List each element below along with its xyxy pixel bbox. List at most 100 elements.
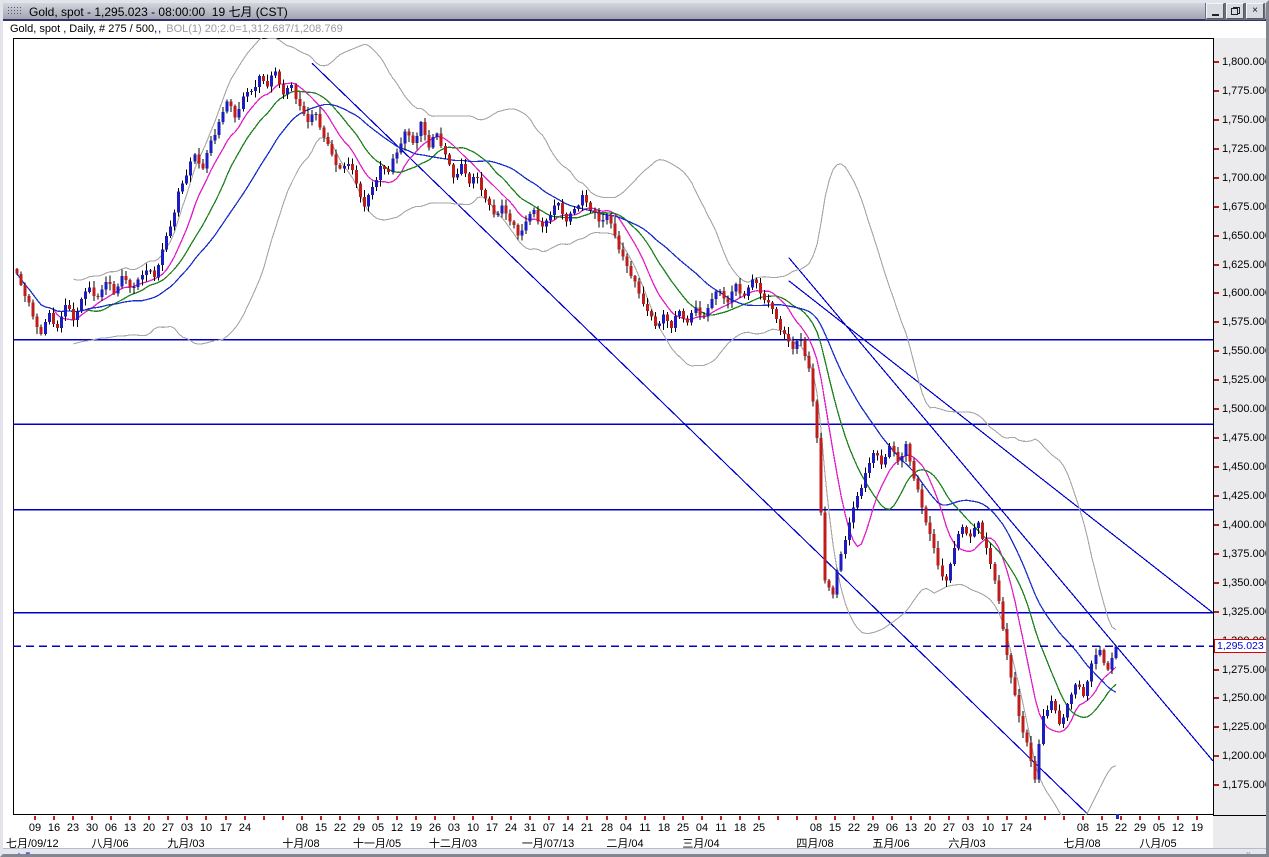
x-axis-tick (1082, 816, 1084, 820)
x-axis-tick (129, 816, 131, 820)
x-axis-tick (1025, 816, 1027, 820)
y-axis-label: 1,600.000 (1222, 287, 1269, 299)
x-axis-month-label: 十一月/05 (352, 838, 402, 850)
y-axis-tick (1214, 524, 1219, 526)
x-axis-tick (301, 816, 303, 820)
price-chart-svg[interactable] (13, 38, 1213, 815)
x-axis-day-label: 26 (428, 822, 442, 834)
y-axis-label: 1,625.000 (1222, 259, 1269, 271)
x-axis-tick (453, 816, 455, 820)
y-axis-label: 1,525.000 (1222, 374, 1269, 386)
x-axis-tick (663, 816, 665, 820)
x-axis-day-label: 04 (619, 822, 633, 834)
x-axis-day-label: 25 (752, 822, 766, 834)
x-axis-day-label: 22 (847, 822, 861, 834)
y-axis-label: 1,400.000 (1222, 519, 1269, 531)
x-axis-tick (72, 816, 74, 820)
minimize-icon (1211, 13, 1219, 16)
y-axis-label: 1,200.000 (1222, 750, 1269, 762)
y-axis-label: 1,175.000 (1222, 779, 1269, 791)
x-axis-tick (910, 816, 912, 820)
x-axis-tick (167, 816, 169, 820)
x-axis-day-label: 03 (180, 822, 194, 834)
scroll-spinner-icon[interactable]: ▲▼ (15, 850, 33, 857)
x-axis-month-label: 四月/08 (796, 838, 834, 850)
y-axis-tick (1214, 466, 1219, 468)
x-axis-tick (529, 816, 531, 820)
x-axis-day-label: 03 (447, 822, 461, 834)
chart-header: Gold, spot , Daily, # 275 / 500, , BOL(1… (3, 21, 1266, 37)
restore-button[interactable] (1225, 3, 1245, 20)
x-axis-month-label: 七月/08 (1063, 838, 1101, 850)
x-axis-tick (720, 816, 722, 820)
x-axis-day-label: 04 (695, 822, 709, 834)
y-axis-label: 1,450.000 (1222, 461, 1269, 473)
window-grip-icon (7, 6, 22, 16)
x-axis-day-label: 22 (333, 822, 347, 834)
x-axis-day-label: 13 (123, 822, 137, 834)
strip-close-icon[interactable]: x (1246, 849, 1251, 857)
x-axis-day-label: 03 (961, 822, 975, 834)
minimize-button[interactable] (1205, 3, 1225, 20)
y-axis-tick (1214, 611, 1219, 613)
x-axis-tick (205, 816, 207, 820)
x-axis-tick (834, 816, 836, 820)
title-bar[interactable]: Gold, spot - 1,295.023 - 08:00:00 19 七月 … (3, 3, 1266, 21)
y-axis-label: 1,700.000 (1222, 172, 1269, 184)
price-axis[interactable]: 1,800.000 1,775.000 1,750.000 1,725.000 1,70… (1213, 38, 1269, 816)
x-axis-day-label: 20 (142, 822, 156, 834)
time-axis[interactable]: 09 16 23 30 06 13 20 27 03 10 17 24 08 15 22 29 05 12 19 26… (6, 814, 1213, 850)
y-axis-label: 1,425.000 (1222, 490, 1269, 502)
x-axis-day-label: 24 (1019, 822, 1033, 834)
x-axis-day-label: 09 (28, 822, 42, 834)
x-axis-day-label: 28 (600, 822, 614, 834)
x-axis-day-label: 17 (1000, 822, 1014, 834)
y-axis-tick (1214, 755, 1219, 757)
x-axis-tick (53, 816, 55, 820)
x-axis-tick (1196, 816, 1198, 820)
bollinger-info-label[interactable]: BOL(1) 20;2.0=1,312.687/1,208.769 (166, 23, 343, 35)
x-axis-day-label: 29 (866, 822, 880, 834)
x-axis-day-label: 30 (85, 822, 99, 834)
x-axis-tick (777, 816, 779, 820)
y-axis-label: 1,775.000 (1222, 85, 1269, 97)
x-axis-day-label: 24 (238, 822, 252, 834)
y-axis-label: 1,325.000 (1222, 606, 1269, 618)
x-axis-day-label: 19 (1190, 822, 1204, 834)
x-axis-tick (1063, 816, 1065, 820)
y-axis-tick (1214, 726, 1219, 728)
x-axis-tick (415, 816, 417, 820)
trend-lines[interactable] (311, 62, 1213, 815)
x-axis-day-label: 20 (923, 822, 937, 834)
x-axis-tick (434, 816, 436, 820)
x-axis-tick (186, 816, 188, 820)
x-axis-tick (148, 816, 150, 820)
x-axis-tick (110, 816, 112, 820)
chart-plot-area[interactable] (13, 38, 1213, 815)
x-axis-month-label: 七月/09/12 (6, 838, 59, 850)
y-axis-tick (1214, 495, 1219, 497)
x-axis-tick (1177, 816, 1179, 820)
x-axis-tick (815, 816, 817, 820)
y-axis-tick (1214, 119, 1219, 121)
candles-layer (15, 67, 1118, 783)
close-button[interactable]: × (1245, 3, 1265, 20)
x-axis-tick (320, 816, 322, 820)
x-axis-tick (1120, 816, 1122, 820)
horizontal-level-lines[interactable] (13, 339, 1213, 614)
x-axis-tick (1101, 816, 1103, 820)
x-axis-month-label: 九月/03 (167, 838, 205, 850)
x-axis-day-label: 15 (828, 822, 842, 834)
y-axis-label: 1,250.000 (1222, 692, 1269, 704)
last-price-tag: 1,295.023 (1214, 639, 1266, 653)
y-axis-label: 1,375.000 (1222, 548, 1269, 560)
price-axis-lower-corner (1213, 816, 1266, 854)
x-axis-day-label: 17 (219, 822, 233, 834)
x-axis-tick (377, 816, 379, 820)
x-axis-day-label: 08 (809, 822, 823, 834)
bottom-toolbar-strip: ▲▼ x (3, 848, 1266, 857)
x-axis-tick (739, 816, 741, 820)
y-axis-label: 1,675.000 (1222, 201, 1269, 213)
x-axis-day-label: 25 (676, 822, 690, 834)
